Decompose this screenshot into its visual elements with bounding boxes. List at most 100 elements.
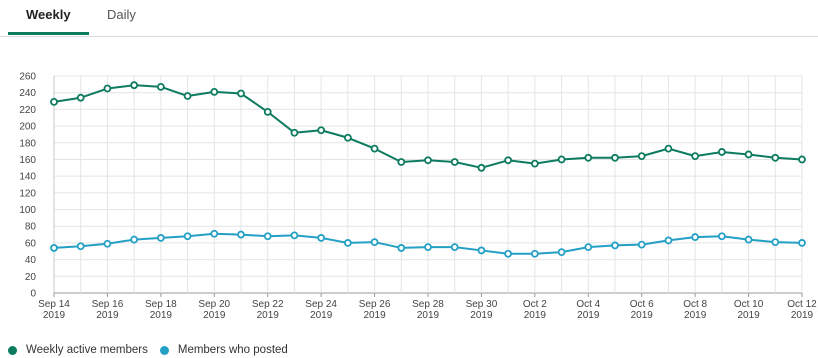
series-1-point[interactable] bbox=[771, 238, 780, 246]
series-0-point[interactable] bbox=[611, 153, 619, 162]
series-1-point[interactable] bbox=[210, 229, 219, 238]
y-tick-label: 20 bbox=[25, 272, 37, 283]
x-tick-label-year: 2019 bbox=[470, 310, 493, 321]
series-1-point[interactable] bbox=[343, 239, 352, 247]
series-1-point[interactable] bbox=[477, 246, 486, 255]
series-0-point[interactable] bbox=[50, 97, 58, 106]
series-0-point[interactable] bbox=[691, 152, 700, 161]
series-0-point[interactable] bbox=[530, 159, 539, 168]
x-tick-label-date: Oct 4 bbox=[576, 299, 600, 310]
series-0-point[interactable] bbox=[504, 156, 513, 165]
series-0-point[interactable] bbox=[290, 128, 299, 137]
x-tick-label-year: 2019 bbox=[43, 310, 66, 321]
series-1-point[interactable] bbox=[290, 231, 299, 240]
x-tick-label-year: 2019 bbox=[631, 310, 654, 321]
legend-label-weekly-active: Weekly active members bbox=[26, 344, 148, 356]
series-0-point[interactable] bbox=[76, 93, 85, 102]
tab-bar: Weekly Daily bbox=[0, 0, 818, 37]
x-tick-label-year: 2019 bbox=[791, 310, 814, 321]
series-1-point[interactable] bbox=[130, 235, 139, 244]
series-1-point[interactable] bbox=[664, 236, 673, 245]
series-0-point[interactable] bbox=[717, 148, 726, 156]
series-1-point[interactable] bbox=[183, 232, 192, 241]
series-0-point[interactable] bbox=[103, 84, 112, 93]
series-0-point[interactable] bbox=[424, 156, 432, 165]
series-0-point[interactable] bbox=[183, 92, 192, 100]
x-tick-label-date: Sep 26 bbox=[359, 299, 391, 310]
series-1-point[interactable] bbox=[397, 244, 406, 252]
x-tick-label-year: 2019 bbox=[96, 310, 119, 321]
x-tick-label-date: Oct 8 bbox=[683, 299, 707, 310]
y-tick-label: 200 bbox=[19, 122, 36, 133]
series-0-point[interactable] bbox=[744, 150, 753, 159]
y-tick-label: 0 bbox=[30, 289, 36, 300]
series-1-point[interactable] bbox=[263, 232, 272, 241]
series-1-point[interactable] bbox=[50, 244, 58, 252]
x-tick-label-year: 2019 bbox=[257, 310, 280, 321]
tab-weekly[interactable]: Weekly bbox=[26, 7, 71, 22]
x-tick-label-year: 2019 bbox=[310, 310, 333, 321]
series-1-point[interactable] bbox=[744, 235, 753, 244]
series-1-point[interactable] bbox=[424, 243, 432, 251]
chart-series bbox=[50, 81, 806, 258]
series-1-point[interactable] bbox=[798, 239, 806, 247]
series-0-point[interactable] bbox=[397, 158, 406, 166]
legend-item-members-posted[interactable]: Members who posted bbox=[159, 344, 288, 356]
series-0-point[interactable] bbox=[317, 126, 326, 135]
series-0-point[interactable] bbox=[557, 155, 566, 164]
y-tick-label: 160 bbox=[19, 155, 36, 166]
series-1-point[interactable] bbox=[450, 243, 459, 251]
series-1-point[interactable] bbox=[611, 241, 619, 250]
series-1-point[interactable] bbox=[237, 230, 245, 239]
series-1-point[interactable] bbox=[504, 249, 513, 258]
legend-dot-weekly-active bbox=[8, 345, 17, 355]
tab-daily[interactable]: Daily bbox=[107, 7, 136, 22]
series-1-point[interactable] bbox=[717, 232, 726, 241]
legend-label-members-posted: Members who posted bbox=[177, 344, 288, 356]
series-1-point[interactable] bbox=[530, 249, 539, 258]
x-tick-label-year: 2019 bbox=[684, 310, 707, 321]
y-tick-label: 40 bbox=[25, 255, 37, 266]
y-tick-label: 180 bbox=[19, 138, 36, 149]
series-1-point[interactable] bbox=[557, 248, 566, 257]
y-tick-label: 240 bbox=[19, 88, 36, 99]
series-0-point[interactable] bbox=[237, 89, 245, 98]
x-tick-label-year: 2019 bbox=[737, 310, 760, 321]
series-1-point[interactable] bbox=[103, 239, 112, 248]
y-tick-label: 120 bbox=[19, 188, 36, 199]
y-tick-label: 100 bbox=[19, 205, 36, 216]
series-1-point[interactable] bbox=[584, 243, 593, 251]
y-tick-label: 80 bbox=[25, 222, 37, 233]
series-0-point[interactable] bbox=[370, 144, 379, 153]
series-1-point[interactable] bbox=[691, 233, 700, 241]
series-1-point[interactable] bbox=[370, 238, 379, 246]
x-tick-label-year: 2019 bbox=[417, 310, 440, 321]
series-0-point[interactable] bbox=[584, 153, 593, 162]
x-tick-label-year: 2019 bbox=[203, 310, 226, 321]
x-tick-label-date: Oct 10 bbox=[734, 299, 764, 310]
x-tick-label-date: Sep 20 bbox=[198, 299, 230, 310]
series-0-point[interactable] bbox=[343, 133, 352, 142]
series-1-point[interactable] bbox=[76, 242, 85, 251]
series-1-point[interactable] bbox=[317, 234, 326, 242]
series-0-point[interactable] bbox=[798, 155, 806, 164]
series-0-point[interactable] bbox=[210, 87, 219, 96]
x-tick-label-year: 2019 bbox=[150, 310, 173, 321]
x-tick-label-date: Oct 2 bbox=[523, 299, 547, 310]
line-chart: 0 20 40 60 80 100 120 140 160 180 200 220 240 260 Sep… bbox=[19, 72, 817, 322]
series-0-point[interactable] bbox=[130, 81, 139, 90]
series-0-point[interactable] bbox=[477, 163, 486, 172]
series-1-point[interactable] bbox=[637, 240, 646, 249]
series-0-point[interactable] bbox=[771, 153, 780, 162]
series-0-point[interactable] bbox=[156, 82, 165, 91]
chart-legend: Weekly active members Members who posted bbox=[8, 344, 300, 356]
x-tick-label-date: Sep 14 bbox=[38, 299, 70, 310]
y-axis-ticks: 0 20 40 60 80 100 120 140 160 180 200 220 240 260 bbox=[19, 72, 36, 300]
series-0-point[interactable] bbox=[450, 158, 459, 166]
series-0-point[interactable] bbox=[664, 144, 673, 153]
x-tick-label-date: Oct 12 bbox=[787, 299, 817, 310]
series-1-point[interactable] bbox=[156, 234, 165, 242]
series-0-point[interactable] bbox=[263, 107, 272, 116]
legend-item-weekly-active[interactable]: Weekly active members bbox=[8, 344, 148, 356]
series-0-point[interactable] bbox=[637, 152, 646, 161]
